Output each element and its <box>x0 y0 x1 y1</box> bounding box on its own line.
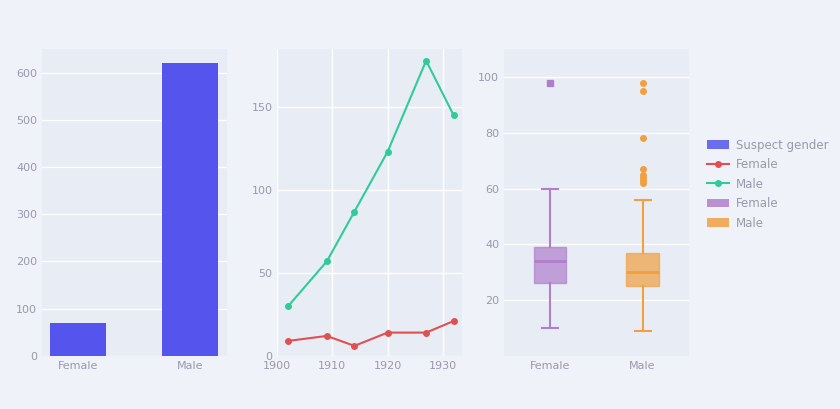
PathPatch shape <box>627 253 659 286</box>
PathPatch shape <box>534 247 566 283</box>
Legend: Suspect gender, Female, Male, Female, Male: Suspect gender, Female, Male, Female, Ma… <box>707 139 828 229</box>
Bar <box>162 63 218 356</box>
Bar <box>50 323 107 356</box>
